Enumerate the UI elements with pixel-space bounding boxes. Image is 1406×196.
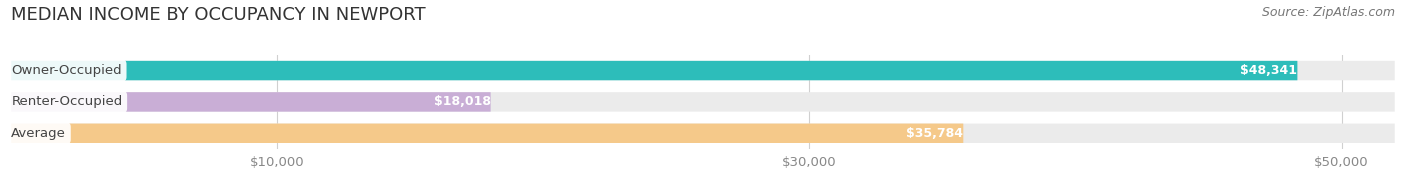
Text: $18,018: $18,018	[433, 95, 491, 108]
Text: Average: Average	[11, 127, 66, 140]
FancyBboxPatch shape	[11, 92, 1395, 112]
Text: Owner-Occupied: Owner-Occupied	[11, 64, 122, 77]
FancyBboxPatch shape	[11, 123, 963, 143]
Text: $35,784: $35,784	[907, 127, 963, 140]
Text: MEDIAN INCOME BY OCCUPANCY IN NEWPORT: MEDIAN INCOME BY OCCUPANCY IN NEWPORT	[11, 6, 426, 24]
Text: Renter-Occupied: Renter-Occupied	[11, 95, 122, 108]
Text: $48,341: $48,341	[1240, 64, 1298, 77]
FancyBboxPatch shape	[11, 92, 491, 112]
FancyBboxPatch shape	[11, 61, 1298, 80]
Text: Source: ZipAtlas.com: Source: ZipAtlas.com	[1261, 6, 1395, 19]
FancyBboxPatch shape	[11, 123, 1395, 143]
FancyBboxPatch shape	[11, 61, 1395, 80]
